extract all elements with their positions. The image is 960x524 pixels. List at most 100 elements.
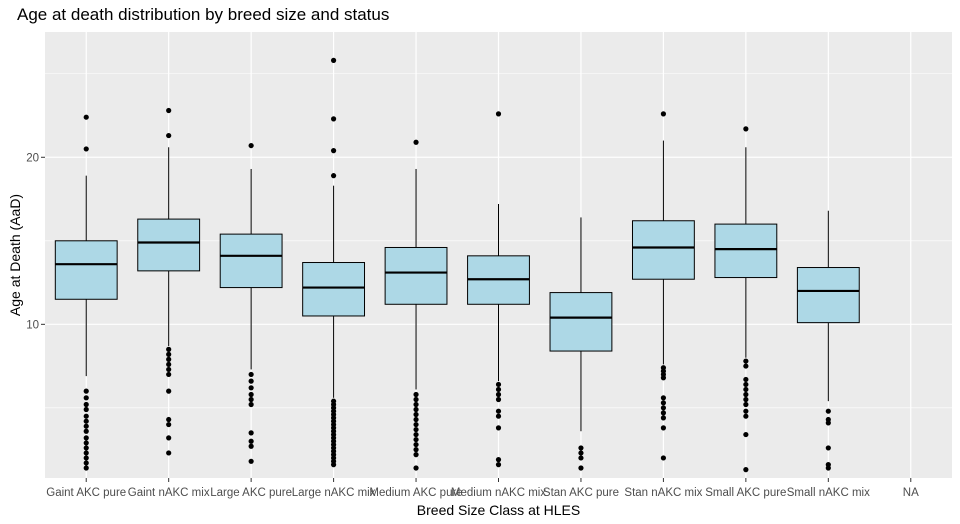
outlier-point bbox=[413, 406, 419, 413]
outlier-point bbox=[83, 406, 89, 413]
outlier-point bbox=[330, 147, 337, 154]
x-tick-label: Medium nAKC mix bbox=[451, 487, 546, 499]
outlier-point bbox=[83, 423, 89, 429]
outlier-point bbox=[743, 126, 749, 132]
outlier-point bbox=[248, 401, 254, 408]
outlier-point bbox=[413, 441, 419, 448]
box-iqr bbox=[54, 240, 118, 300]
outlier-point bbox=[330, 57, 337, 63]
outlier-point bbox=[743, 467, 749, 473]
box-group bbox=[302, 57, 366, 468]
outlier-point bbox=[743, 413, 749, 419]
outlier-point bbox=[166, 388, 172, 394]
outlier-point bbox=[83, 445, 89, 451]
box-iqr bbox=[549, 292, 613, 352]
box-group bbox=[137, 107, 201, 456]
outlier-point bbox=[248, 371, 254, 378]
outlier-point bbox=[330, 173, 337, 179]
outlier-point bbox=[166, 416, 172, 423]
outlier-point bbox=[330, 116, 337, 122]
outlier-point bbox=[413, 139, 419, 145]
y-axis-ticks: 10 20 bbox=[26, 152, 45, 331]
outlier-point bbox=[743, 408, 749, 414]
outlier-point bbox=[413, 436, 419, 443]
outlier-point bbox=[248, 391, 254, 398]
outlier-point bbox=[413, 426, 419, 433]
outlier-point bbox=[413, 401, 419, 408]
box-group bbox=[796, 210, 860, 471]
outlier-point bbox=[248, 385, 254, 391]
outlier-point bbox=[413, 421, 419, 428]
outlier-point bbox=[83, 455, 89, 461]
outlier-point bbox=[743, 358, 749, 364]
outlier-point bbox=[413, 447, 419, 453]
box-group bbox=[219, 142, 283, 464]
outlier-point bbox=[495, 386, 502, 393]
box-iqr bbox=[302, 262, 366, 317]
box-iqr bbox=[714, 223, 778, 279]
outlier-point bbox=[413, 416, 419, 423]
x-tick-label: Stan AKC pure bbox=[543, 487, 619, 499]
outlier-point bbox=[495, 413, 502, 419]
outlier-point bbox=[660, 375, 667, 381]
outlier-point bbox=[825, 420, 831, 426]
outlier-point bbox=[166, 366, 172, 373]
outlier-point bbox=[83, 395, 89, 401]
outlier-point bbox=[248, 443, 254, 449]
outlier-point bbox=[495, 408, 502, 414]
outlier-point bbox=[83, 428, 89, 434]
outlier-point bbox=[743, 376, 749, 383]
outlier-point bbox=[413, 396, 419, 403]
y-tick-label: 20 bbox=[26, 152, 39, 164]
outlier-point bbox=[578, 450, 584, 456]
x-tick-label: Stan nAKC mix bbox=[624, 487, 702, 499]
box-iqr bbox=[384, 246, 448, 305]
outlier-point bbox=[743, 401, 749, 408]
outlier-point bbox=[248, 378, 254, 384]
outlier-point bbox=[83, 435, 89, 441]
x-tick-label: Gaint nAKC mix bbox=[128, 487, 210, 499]
outlier-point bbox=[83, 460, 89, 466]
outlier-point bbox=[83, 465, 89, 471]
outlier-point bbox=[83, 146, 89, 152]
x-tick-label: Small nAKC mix bbox=[787, 487, 870, 499]
box-iqr bbox=[631, 220, 695, 280]
outlier-point bbox=[166, 450, 172, 456]
box-group bbox=[631, 111, 695, 461]
outlier-point bbox=[495, 462, 502, 468]
outlier-point bbox=[660, 111, 667, 117]
outlier-point bbox=[660, 400, 667, 406]
box-iqr bbox=[796, 267, 860, 324]
outlier-point bbox=[495, 396, 502, 403]
outlier-point bbox=[83, 450, 89, 456]
outlier-point bbox=[660, 455, 667, 461]
x-tick-label: NA bbox=[903, 487, 919, 499]
x-tick-label: Small AKC pure bbox=[705, 487, 786, 499]
outlier-point bbox=[83, 401, 89, 408]
box-group bbox=[549, 217, 613, 471]
outlier-point bbox=[660, 395, 667, 401]
outlier-point bbox=[166, 371, 172, 378]
outlier-point bbox=[495, 457, 502, 463]
outlier-point bbox=[248, 458, 254, 464]
outlier-point bbox=[743, 386, 749, 393]
outlier-point bbox=[413, 431, 419, 438]
outlier-point bbox=[660, 425, 667, 431]
box-group bbox=[54, 114, 118, 471]
outlier-point bbox=[743, 381, 749, 388]
x-tick-label: Large AKC pure bbox=[210, 487, 292, 499]
outlier-point bbox=[825, 445, 831, 451]
boxes-layer bbox=[54, 57, 860, 473]
x-tick-label: Gaint AKC pure bbox=[46, 487, 126, 499]
outlier-point bbox=[660, 405, 667, 411]
outlier-point bbox=[83, 114, 89, 120]
outlier-point bbox=[166, 351, 172, 357]
outlier-point bbox=[248, 142, 254, 149]
outlier-point bbox=[166, 421, 172, 428]
outlier-point bbox=[495, 425, 502, 431]
outlier-point bbox=[83, 388, 89, 394]
box-group bbox=[384, 139, 448, 471]
outlier-point bbox=[413, 465, 419, 471]
outlier-point bbox=[495, 111, 502, 117]
